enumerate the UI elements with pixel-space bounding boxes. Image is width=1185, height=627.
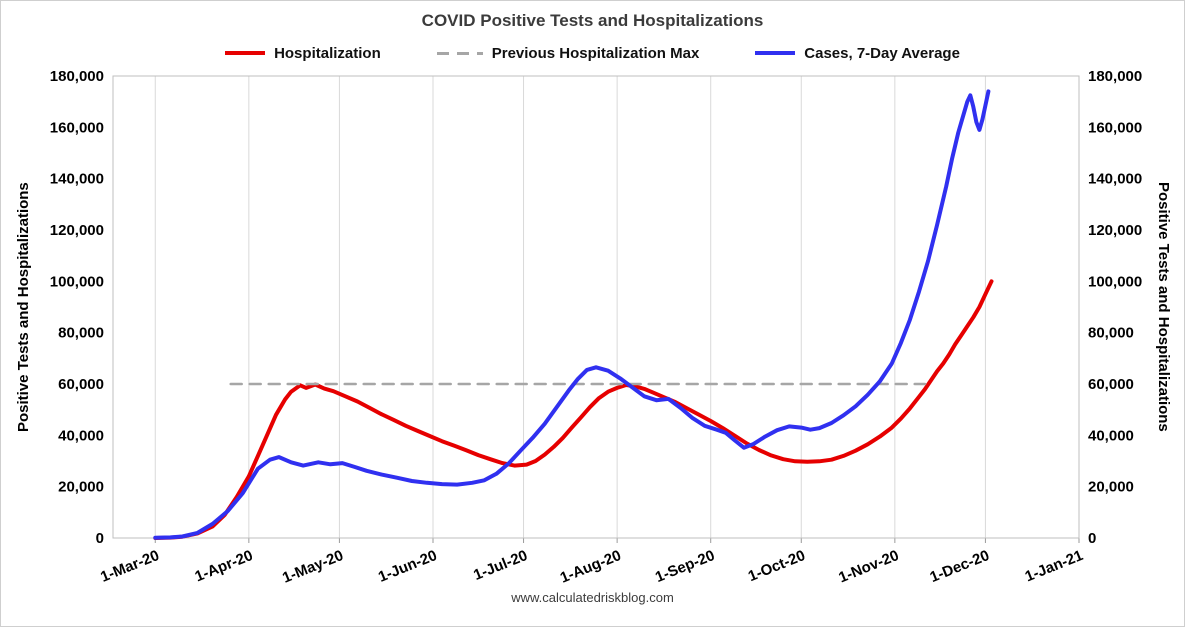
legend-item-hospitalization: Hospitalization	[225, 45, 381, 62]
y-tick-label-right: 80,000	[1088, 325, 1134, 342]
y-tick-label-right: 160,000	[1088, 119, 1142, 136]
y-tick-label-left: 20,000	[58, 479, 104, 496]
y-tick-label-right: 140,000	[1088, 171, 1142, 188]
x-tick-label: 1-May-20	[280, 547, 346, 587]
y-axis-title-right: Positive Tests and Hospitalizations	[1155, 182, 1172, 432]
x-tick-label: 1-Aug-20	[558, 547, 624, 587]
x-tick-label: 1-Nov-20	[836, 547, 901, 586]
chart-plot: 1-Mar-20 1-Apr-20 1-May-20 1-Jun-20 1-Jul-20…	[50, 68, 1142, 587]
x-tick-label: 1-Jan-21	[1023, 547, 1086, 586]
chart-title: COVID Positive Tests and Hospitalization…	[421, 11, 764, 30]
y-tick-label-right: 180,000	[1088, 68, 1142, 85]
chart-legend: Hospitalization Previous Hospitalization …	[1, 40, 1184, 66]
legend-label: Previous Hospitalization Max	[491, 44, 700, 62]
y-tick-label-right: 120,000	[1088, 222, 1142, 239]
y-tick-label-right: 20,000	[1088, 479, 1134, 496]
y-tick-label-left: 100,000	[50, 273, 104, 290]
y-tick-label-left: 0	[96, 530, 104, 547]
y-tick-label-left: 140,000	[50, 171, 104, 188]
legend-item-previous-hospitalization-max: Previous Hospitalization Max	[436, 44, 700, 62]
y-tick-label-left: 60,000	[58, 376, 104, 393]
chart-area: Positive Tests and Hospitalizations Posi…	[1, 66, 1184, 588]
x-tick-label: 1-Jul-20	[471, 547, 530, 584]
legend-swatch-cases-7-day-average	[755, 51, 796, 55]
x-tick-label: 1-Apr-20	[193, 547, 256, 586]
legend-swatch-previous-hospitalization-max	[436, 51, 483, 55]
y-tick-label-left: 40,000	[58, 427, 104, 444]
y-tick-label-left: 120,000	[50, 222, 104, 239]
y-tick-label-left: 160,000	[50, 119, 104, 136]
plot-border	[112, 75, 1080, 539]
hospitalization-line	[153, 279, 994, 540]
cases-7-day-average-line	[153, 89, 991, 540]
y-tick-label-right: 0	[1088, 530, 1096, 547]
legend-item-cases-7-day-average: Cases, 7-Day Average	[755, 45, 960, 62]
y-axis-title-left: Positive Tests and Hospitalizations	[15, 182, 32, 432]
y-tick-label-left: 80,000	[58, 325, 104, 342]
y-tick-label-right: 40,000	[1088, 427, 1134, 444]
y-tick-label-right: 100,000	[1088, 273, 1142, 290]
x-tick-label: 1-Oct-20	[746, 547, 808, 585]
x-tick-label: 1-Dec-20	[928, 547, 992, 586]
x-tick-label: 1-Mar-20	[98, 547, 162, 586]
source-url: www.calculatedriskblog.com	[511, 590, 674, 605]
y-tick-label-left: 180,000	[50, 68, 104, 85]
legend-label: Hospitalization	[274, 44, 381, 62]
legend-label: Cases, 7-Day Average	[804, 44, 960, 62]
legend-swatch-hospitalization	[225, 51, 266, 55]
y-tick-label-right: 60,000	[1088, 376, 1134, 393]
x-tick-label: 1-Jun-20	[376, 547, 440, 586]
x-tick-label: 1-Sep-20	[653, 547, 717, 586]
